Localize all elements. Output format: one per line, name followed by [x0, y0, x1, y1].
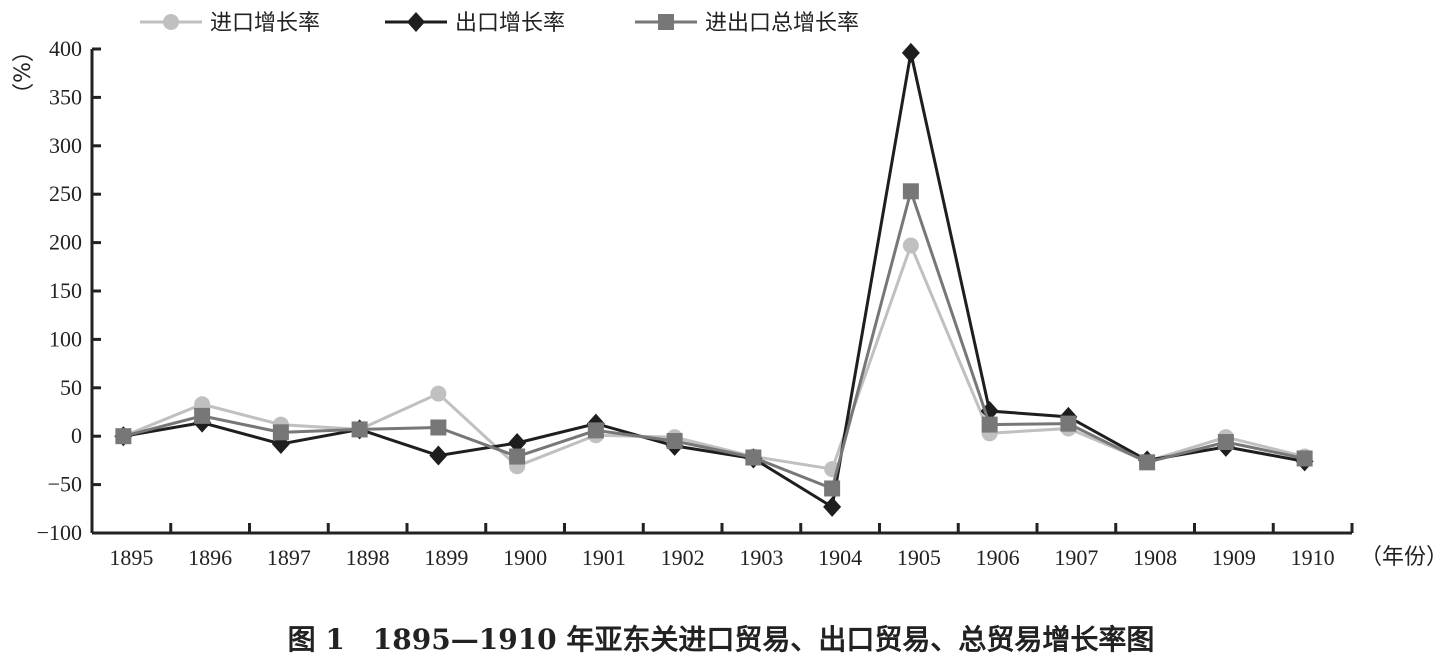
x-tick-label: 1898	[346, 545, 390, 570]
x-tick-label: 1910	[1291, 545, 1335, 570]
data-point-2-1897	[272, 424, 289, 441]
series-line-2	[123, 186, 1305, 491]
x-tick-label: 1896	[188, 545, 232, 570]
x-tick-label: 1908	[1133, 545, 1177, 570]
data-point-0-1905	[902, 237, 919, 254]
data-point-2-1898	[351, 421, 368, 438]
data-point-1-1900	[508, 432, 527, 453]
x-tick-label: 1905	[897, 545, 941, 570]
line-chart: −100 −50 0 50 100 150 200 250 300 350 400 1895 1896 1…	[8, 11, 1442, 570]
y-tick-label: 300	[49, 133, 82, 158]
x-tick-label: 1909	[1212, 545, 1256, 570]
x-tick-label: 1906	[976, 545, 1020, 570]
y-tick-label: 400	[49, 36, 82, 61]
y-axis-label: （%）	[8, 40, 34, 105]
data-point-0-1899	[430, 385, 447, 402]
y-tick-label: 200	[49, 230, 82, 255]
data-point-2-1896	[194, 407, 211, 424]
series-line-0	[122, 241, 1305, 471]
legend-label-1: 出口增长率	[455, 11, 565, 36]
y-tick-label: 0	[71, 423, 82, 448]
x-tick-label: 1901	[582, 545, 626, 570]
y-tick-label: 350	[49, 84, 82, 109]
x-tick-label: 1907	[1054, 545, 1098, 570]
y-tick-label: −50	[48, 472, 82, 497]
data-point-2-1910	[1296, 450, 1313, 467]
x-tick-label: 1904	[818, 545, 862, 570]
data-point-1-1899	[429, 445, 448, 466]
data-point-2-1903	[745, 449, 762, 466]
data-point-2-1909	[1217, 434, 1234, 451]
data-point-2-1901	[587, 422, 604, 439]
data-point-2-1902	[666, 433, 683, 450]
data-point-2-1900	[509, 448, 526, 465]
data-point-2-1908	[1139, 454, 1156, 471]
data-point-1-1906	[980, 401, 999, 422]
chart-title: 图 1 1895—1910 年亚东关进口贸易、出口贸易、总贸易增长率图	[287, 623, 1155, 656]
legend-marker-1	[407, 12, 425, 32]
data-point-1-1905	[901, 42, 920, 63]
x-tick-label: 1899	[424, 545, 468, 570]
y-tick-label: −100	[37, 520, 82, 545]
x-tick-label: 1902	[661, 545, 705, 570]
x-axis-label: （年份）	[1360, 545, 1442, 570]
legend-marker-2	[658, 14, 674, 30]
x-tick-label: 1895	[109, 545, 153, 570]
legend-label-2: 进出口总增长率	[705, 11, 859, 36]
legend-label-0: 进口增长率	[210, 11, 320, 36]
data-point-2-1899	[430, 419, 447, 436]
y-tick-label: 150	[49, 278, 82, 303]
y-tick-label: 50	[60, 375, 82, 400]
series-line-1	[123, 52, 1305, 510]
x-tick-label: 1897	[267, 545, 311, 570]
x-tick-label: 1900	[503, 545, 547, 570]
data-point-2-1907	[1060, 415, 1077, 432]
data-point-2-1905	[902, 183, 919, 200]
x-tick-label: 1903	[739, 545, 783, 570]
data-point-1-1904	[823, 496, 842, 517]
y-tick-label: 100	[49, 326, 82, 351]
data-point-2-1906	[981, 416, 998, 433]
y-tick-label: 250	[49, 181, 82, 206]
data-point-2-1904	[824, 480, 841, 497]
data-point-2-1895	[115, 428, 132, 445]
legend-marker-0	[163, 14, 179, 30]
